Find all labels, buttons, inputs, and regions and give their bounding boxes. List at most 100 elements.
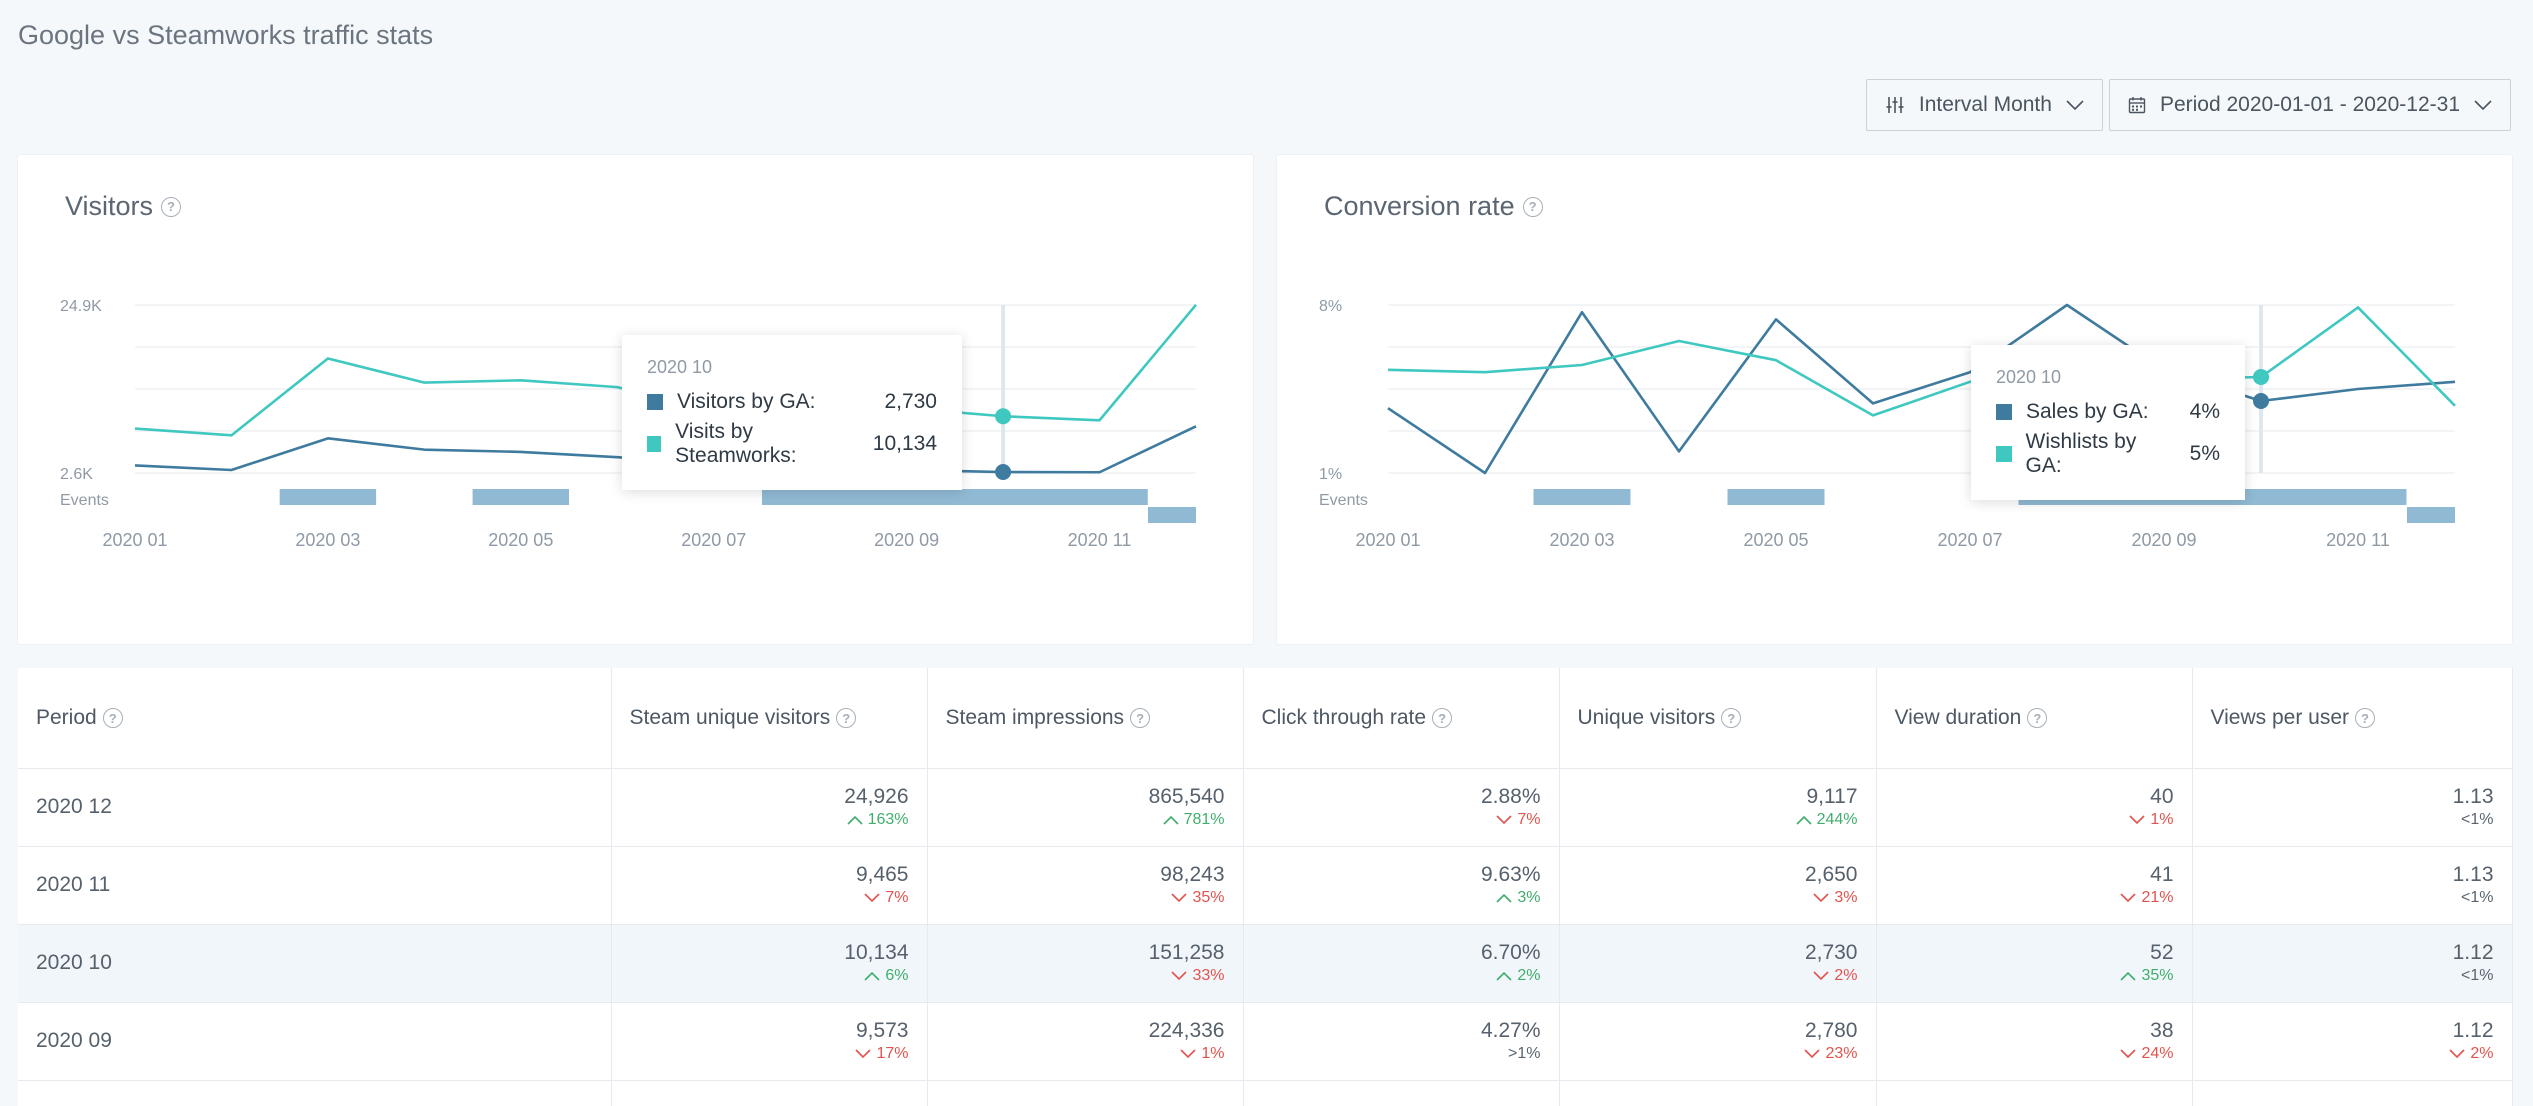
column-header[interactable]: View duration?: [1876, 668, 2193, 769]
help-icon[interactable]: ?: [836, 708, 857, 729]
column-header[interactable]: Click through rate?: [1243, 668, 1560, 769]
table-row[interactable]: 2020 12 24,926 163% 865,540 781% 2.88% 7% 9,117…: [18, 768, 2513, 847]
arrow-up-icon: [864, 967, 885, 984]
column-header-label: Views per user: [2210, 705, 2350, 729]
metric-value: 10,134: [844, 941, 909, 964]
y-axis-label: 24.9K: [60, 298, 102, 315]
arrow-up-icon: [1163, 811, 1184, 828]
metric-value: 9,465: [855, 863, 909, 886]
metric-value: 41: [2150, 863, 2174, 886]
metric-cell: 227,129: [927, 1080, 1244, 1106]
column-header[interactable]: Steam impressions?: [927, 668, 1244, 769]
tooltip-value: 2,730: [884, 390, 937, 413]
metric-cell: 1.13 <1%: [2192, 768, 2513, 847]
arrow-down-icon: [1813, 967, 1834, 984]
metric-cell: 5.06%: [1243, 1080, 1560, 1106]
metric-change: <1%: [2193, 966, 2493, 986]
metric-cell: 3,622: [1559, 1080, 1877, 1106]
help-icon[interactable]: ?: [102, 708, 123, 729]
column-header-label: Unique visitors: [1577, 705, 1716, 729]
interval-label: Interval Month: [1918, 93, 2052, 116]
metric-value: 1.13: [2452, 785, 2494, 808]
arrow-up-icon: [1796, 811, 1817, 828]
metric-change-text: 21%: [2141, 889, 2174, 906]
event-bar: [1533, 489, 1631, 505]
help-icon[interactable]: ?: [2355, 708, 2376, 729]
metric-cell: 1.14: [2192, 1080, 2513, 1106]
metric-cell: 2.88% 7%: [1243, 768, 1560, 847]
arrow-down-icon: [1804, 1045, 1825, 1062]
metric-cell: 40 1%: [1876, 768, 2193, 847]
event-bar: [1148, 507, 1196, 523]
y-axis-label: 1%: [1319, 466, 1342, 483]
tooltip-value: 5%: [2189, 442, 2220, 465]
arrow-down-icon: [1496, 811, 1517, 828]
table-row[interactable]: 2020 09 9,573 17% 224,336 1% 4.27% >1% 2,780 23%…: [18, 1002, 2513, 1081]
column-header-label: View duration: [1894, 705, 2022, 729]
x-tick-label: 2020 11: [1068, 530, 1132, 550]
metric-change: 163%: [612, 810, 909, 830]
metric-value: 9,573: [855, 1019, 909, 1042]
table-row[interactable]: 2020 10 10,134 6% 151,258 33% 6.70% 2% 2,730 2% 5…: [18, 924, 2513, 1003]
metric-value: 224,336: [1148, 1019, 1225, 1042]
conversion-chart[interactable]: 8% 1% Events 2020 01 2020 03 2020 05 2020 07 20…: [1277, 155, 2512, 644]
tooltip-swatch: [647, 394, 663, 410]
hover-point: [995, 408, 1012, 425]
help-icon[interactable]: ?: [1432, 708, 1453, 729]
tooltip-label: Visits by Steamworks:: [675, 420, 797, 467]
y-axis-label: 2.6K: [60, 466, 93, 483]
metric-value: 2,650: [1804, 863, 1858, 886]
arrow-down-icon: [1171, 967, 1192, 984]
chevron-down-icon: [2066, 100, 2084, 111]
column-header-label: Steam unique visitors: [629, 705, 831, 729]
help-icon[interactable]: ?: [161, 196, 182, 217]
toolbar: Interval Month Period 2020-01-01 - 2020-…: [1865, 79, 2511, 131]
event-bar: [761, 489, 1148, 505]
help-icon[interactable]: ?: [1130, 708, 1151, 729]
metric-change-text: 23%: [1825, 1045, 1858, 1062]
column-header[interactable]: Steam unique visitors?: [611, 668, 928, 769]
conversion-card: Conversion rate ? 8% 1% Events 2020 01 2020 …: [1277, 155, 2512, 741]
metric-change-text: 7%: [885, 889, 909, 906]
period-cell: 2020 10: [18, 924, 612, 1003]
metric-value: 98,243: [1160, 863, 1225, 886]
column-header[interactable]: Unique visitors?: [1559, 668, 1877, 769]
metric-change-text: 781%: [1183, 811, 1225, 828]
metric-value: 6.70%: [1480, 941, 1541, 964]
metric-cell: 24,926 163%: [611, 768, 928, 847]
events-label: Events: [1319, 492, 1368, 509]
interval-dropdown[interactable]: Interval Month: [1865, 79, 2103, 131]
metric-change-text: 163%: [867, 811, 909, 828]
metric-cell: 2,780 23%: [1559, 1002, 1877, 1081]
metric-change: 17%: [612, 1044, 909, 1064]
help-icon[interactable]: ?: [1522, 196, 1543, 217]
table-row[interactable]: 11,485227,1295.06%3,622511.14: [18, 1080, 2513, 1106]
metric-change-text: 2%: [1517, 967, 1541, 984]
metric-change: >1%: [1244, 1044, 1540, 1064]
metric-cell: 9.63% 3%: [1243, 846, 1560, 925]
visitors-tooltip: 2020 10 Visitors by GA: 2,730 Visits by S…: [622, 335, 962, 490]
help-icon[interactable]: ?: [2027, 708, 2048, 729]
column-header[interactable]: Period?: [18, 668, 612, 769]
metric-cell: 865,540 781%: [927, 768, 1244, 847]
x-tick-label: 2020 05: [488, 530, 553, 550]
metric-value: 1.12: [2452, 941, 2494, 964]
metric-change: 23%: [1560, 1044, 1858, 1064]
tooltip-title: 2020 10: [1996, 367, 2062, 387]
table-row[interactable]: 2020 11 9,465 7% 98,243 35% 9.63% 3% 2,650 3% 41 2…: [18, 846, 2513, 925]
metric-change: 35%: [1877, 966, 2174, 986]
arrow-up-icon: [1496, 889, 1517, 906]
metric-cell: 41 21%: [1876, 846, 2193, 925]
help-icon[interactable]: ?: [1721, 708, 1742, 729]
arrow-down-icon: [1813, 889, 1834, 906]
arrow-up-icon: [847, 811, 868, 828]
metric-change-text: 3%: [1834, 889, 1858, 906]
metric-value: 9.63%: [1480, 863, 1541, 886]
arrow-up-icon: [1496, 967, 1517, 984]
event-bar: [472, 489, 570, 505]
visitors-title-text: Visitors: [65, 191, 154, 221]
metric-value: 151,258: [1148, 941, 1225, 964]
period-dropdown[interactable]: Period 2020-01-01 - 2020-12-31: [2108, 79, 2511, 131]
column-header[interactable]: Views per user?: [2192, 668, 2513, 769]
metric-change: 1%: [1877, 810, 2174, 830]
